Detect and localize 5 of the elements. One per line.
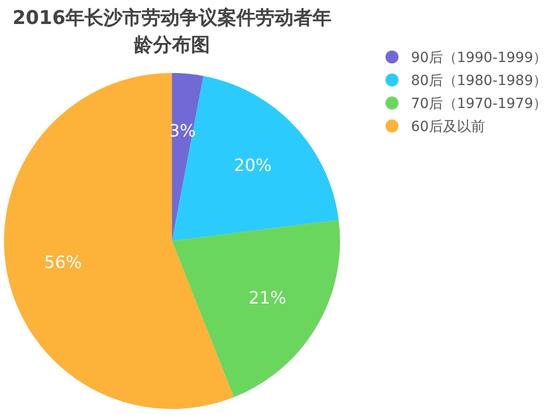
legend-label: 70后（1970-1979）: [411, 96, 548, 112]
legend-label: 90后（1990-1999）: [411, 50, 548, 66]
legend-label: 60后及以前: [411, 119, 485, 135]
title: 2016年长沙市劳动争议案件劳动者年龄分布图: [12, 7, 332, 56]
legend-label: 80后（1980-1989）: [411, 73, 548, 89]
